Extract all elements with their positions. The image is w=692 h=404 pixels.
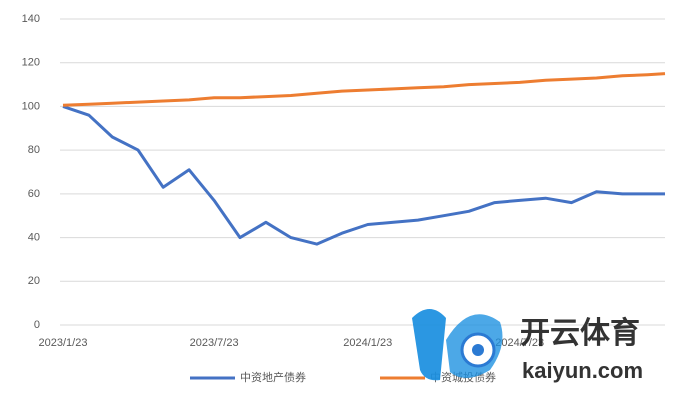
y-tick-label: 60: [28, 188, 40, 200]
series-line: [62, 72, 666, 107]
logo-ball-center: [472, 344, 484, 356]
series-line: [62, 104, 665, 246]
x-tick-label: 2023/7/23: [190, 337, 239, 349]
y-tick-label: 20: [28, 275, 40, 287]
x-tick-label: 2024/1/23: [343, 337, 392, 349]
watermark: 开云体育 kaiyun.com: [412, 309, 643, 383]
y-tick-label: 40: [28, 231, 40, 243]
watermark-url: kaiyun.com: [522, 358, 643, 383]
y-tick-label: 120: [22, 57, 40, 69]
y-tick-label: 100: [22, 100, 40, 112]
logo-k: [412, 309, 446, 381]
x-tick-label: 2024/7/23: [495, 337, 544, 349]
y-tick-label: 0: [34, 319, 40, 331]
watermark-title: 开云体育: [520, 316, 640, 350]
y-tick-label: 80: [28, 144, 40, 156]
y-tick-label: 140: [22, 13, 40, 25]
x-tick-label: 2023/1/23: [39, 337, 88, 349]
legend-label: 中资地产债券: [240, 370, 306, 384]
